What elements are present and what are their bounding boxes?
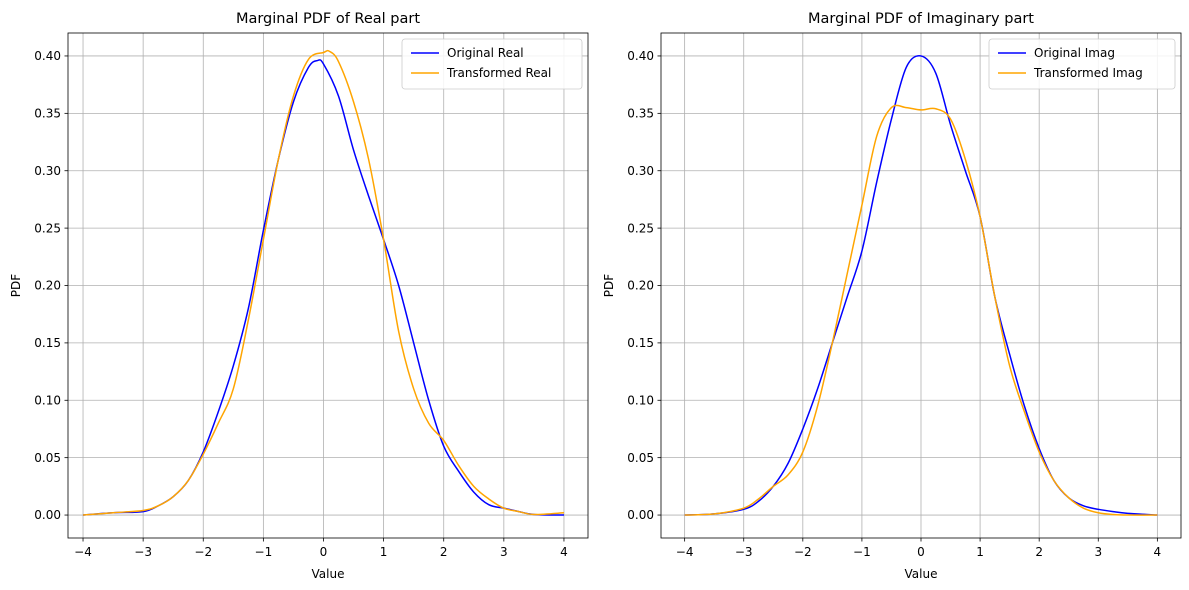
x-tick-label: 1 [380, 545, 388, 559]
x-tick-label: −1 [853, 545, 871, 559]
x-tick-label: −4 [676, 545, 694, 559]
y-tick-label: 0.30 [34, 164, 61, 178]
y-tick-label: 0.20 [627, 279, 654, 293]
y-tick-label: 0.10 [34, 393, 61, 407]
series-line-2 [684, 104, 1158, 516]
x-tick-label: 4 [560, 545, 568, 559]
x-tick-label: 3 [1094, 545, 1102, 559]
legend-label-1: Original Real [447, 46, 524, 60]
y-tick-label: 0.00 [34, 508, 61, 522]
x-tick-label: −1 [255, 545, 273, 559]
y-tick-label: 0.35 [627, 107, 654, 121]
y-tick-label: 0.30 [627, 164, 654, 178]
x-tick-label: −2 [194, 545, 212, 559]
y-tick-label: 0.15 [34, 336, 61, 350]
legend-label-1: Original Imag [1034, 46, 1115, 60]
x-tick-label: 1 [976, 545, 984, 559]
x-tick-label: −3 [735, 545, 753, 559]
x-axis-label: Value [312, 567, 345, 581]
chart-title: Marginal PDF of Imaginary part [808, 11, 1034, 27]
legend-label-2: Transformed Real [446, 66, 551, 80]
y-axis-label: PDF [9, 274, 23, 297]
x-tick-label: 0 [917, 545, 925, 559]
y-tick-label: 0.20 [34, 279, 61, 293]
legend-box [401, 38, 583, 90]
chart-title: Marginal PDF of Real part [236, 11, 420, 27]
x-tick-label: 2 [1035, 545, 1043, 559]
x-axis-label: Value [905, 567, 938, 581]
x-tick-label: −3 [134, 545, 152, 559]
chart-panel-1: −4 −3 −2 −1 0 1 2 3 4 0.00 0.05 0.10 0.15 0.20 0.25 0.3… [9, 11, 589, 581]
legend: Original Real Transformed Real [401, 38, 583, 90]
x-tick-label: 3 [500, 545, 508, 559]
legend-label-2: Transformed Imag [1033, 66, 1143, 80]
x-tick-label: 4 [1154, 545, 1162, 559]
y-axis-label: PDF [602, 274, 616, 297]
x-tick-label: 0 [320, 545, 328, 559]
series-line-2 [82, 49, 564, 516]
legend: Original Imag Transformed Imag [988, 38, 1176, 90]
chart-panel-2: −4 −3 −2 −1 0 1 2 3 4 0.00 0.05 0.10 0.15 0.20 0.25 0.3… [602, 11, 1182, 581]
y-tick-label: 0.40 [627, 49, 654, 63]
y-tick-label: 0.05 [34, 451, 61, 465]
x-tick-label: −4 [74, 545, 92, 559]
y-tick-label: 0.25 [627, 221, 654, 235]
y-tick-label: 0.25 [34, 221, 61, 235]
x-tick-label: 2 [440, 545, 448, 559]
y-tick-label: 0.35 [34, 107, 61, 121]
y-tick-label: 0.10 [627, 393, 654, 407]
y-tick-label: 0.00 [627, 508, 654, 522]
y-tick-label: 0.15 [627, 336, 654, 350]
legend-box [988, 38, 1176, 90]
y-tick-label: 0.40 [34, 49, 61, 63]
x-tick-label: −2 [794, 545, 812, 559]
y-tick-label: 0.05 [627, 451, 654, 465]
